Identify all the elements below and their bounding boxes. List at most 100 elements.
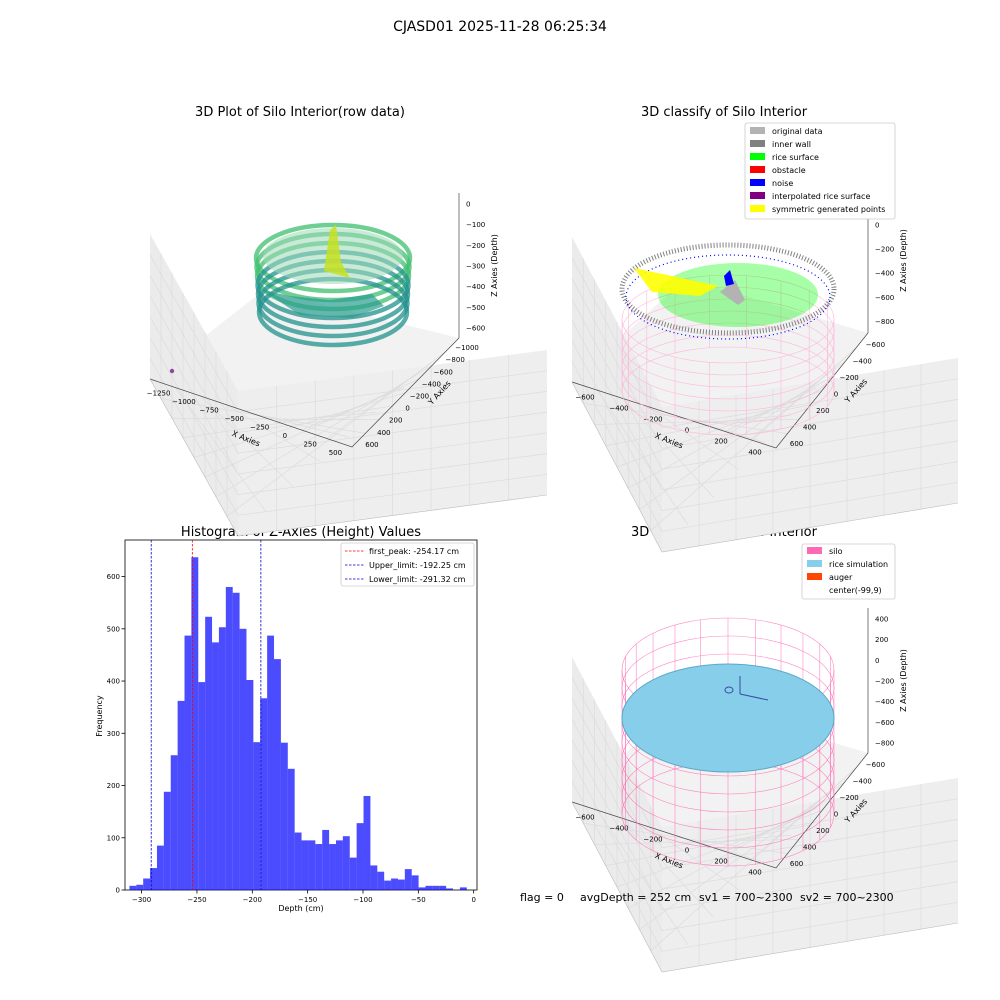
x-tick-label: 0 (685, 427, 689, 435)
grid-line (171, 417, 379, 421)
hist-bar (397, 879, 405, 890)
axis-line (571, 752, 869, 869)
hist-bar (246, 680, 254, 890)
hist-bar (177, 700, 185, 890)
rice-surface-ring (253, 222, 413, 294)
axis-line (149, 378, 548, 537)
grid-line (571, 361, 959, 532)
x-tick-label: 400 (748, 869, 761, 877)
grid-line (639, 781, 846, 930)
y-tick-label: −400 (422, 380, 441, 388)
legend-label: obstacle (772, 166, 806, 175)
hist-bar (198, 682, 206, 890)
hist-y-label: Frequency (95, 695, 104, 737)
rice-floor (262, 290, 384, 318)
y-tick-label: 400 (377, 429, 390, 437)
z-tick-label: −300 (466, 263, 485, 271)
legend-swatch (750, 179, 765, 186)
hist-legend: first_peak: -254.17 cm Upper_limit: -192… (340, 542, 475, 587)
panel4-3d-simulation: −600 −400 −200 0 200 400 −600 −400 −200 0 200 400 60… (571, 608, 959, 973)
hist-vlines (150, 540, 262, 890)
panel2-legend: original data inner wall rice surface obsta… (744, 122, 896, 220)
z-tick-label: −200 (466, 242, 485, 250)
panel1-title: 3D Plot of Silo Interior(row data) (195, 105, 405, 120)
z-tick-label: 200 (875, 636, 888, 644)
x-tick-label: −600 (575, 394, 594, 402)
z-tick-label: 400 (875, 615, 888, 623)
grid-line (571, 760, 959, 931)
x-tick-label: −750 (200, 406, 219, 414)
x-tick-label: 0 (685, 847, 689, 855)
hist-bar (370, 865, 378, 890)
hist-bar (150, 868, 157, 890)
legend-swatch (750, 205, 765, 212)
hist-bar (253, 742, 261, 890)
hist-y-tick-label: 100 (107, 834, 120, 842)
hist-bar (384, 880, 392, 890)
y-tick-label: 0 (834, 811, 838, 819)
grid-line (182, 405, 393, 439)
hist-bar (391, 878, 398, 890)
rice-simulation-surface (622, 664, 834, 772)
grid-line (149, 337, 548, 495)
x-tick-label: −1000 (172, 398, 196, 406)
x-tick-label: −250 (250, 423, 269, 431)
grid-line (605, 824, 811, 867)
hist-x-tick-label: −50 (411, 896, 426, 904)
legend-label: rice simulation (829, 560, 888, 569)
legend-swatch (807, 573, 822, 580)
hist-bar (232, 592, 240, 890)
grid-line (226, 351, 446, 517)
grid-line (571, 677, 959, 849)
legend-swatch (750, 140, 765, 147)
hist-y-tick-label: 0 (116, 887, 120, 895)
grid-line (571, 278, 959, 449)
hist-x-tick-label: 0 (471, 896, 475, 904)
x-tick-label: 400 (748, 449, 761, 457)
hist-x-tick-label: −200 (243, 896, 262, 904)
grid-line (650, 767, 857, 952)
z-tick-label: −500 (466, 304, 485, 312)
hist-bar (280, 742, 288, 890)
hist-x-tick-label: −300 (132, 896, 151, 904)
hist-bar (308, 840, 316, 890)
y-tick-label: 400 (803, 423, 816, 431)
grid-line (571, 781, 959, 952)
legend-swatch (807, 560, 822, 567)
hist-bar (418, 887, 426, 890)
center-marker (724, 686, 734, 694)
hist-bars (129, 557, 467, 890)
z-tick-label: −600 (875, 719, 894, 727)
hist-bar (212, 642, 219, 890)
z-tick-label: −400 (875, 270, 894, 278)
hist-bar (411, 875, 419, 890)
z-tick-label: −200 (875, 678, 894, 686)
panel4-legend: silo rice simulation auger center(-99,9) (801, 543, 896, 600)
hist-bar (129, 885, 137, 890)
panel4-legend-box (801, 543, 896, 600)
y-tick-label: −200 (840, 374, 859, 382)
legend-swatch (750, 127, 765, 134)
legend-label: rice surface (772, 153, 819, 162)
legend-label: symmetric generated points (772, 205, 885, 214)
y-tick-label: −600 (866, 761, 885, 769)
grid-line (160, 398, 366, 434)
hist-bar (225, 587, 233, 890)
y-tick-label: −800 (446, 356, 465, 364)
hist-bar (329, 844, 336, 890)
z-tick-label: −400 (875, 698, 894, 706)
hist-bar (163, 791, 171, 890)
x-tick-label: −200 (643, 416, 662, 424)
hist-y-tick-label: 500 (107, 625, 120, 633)
panel2-title: 3D classify of Silo Interior (641, 105, 808, 120)
histogram-plot: −300 −250 −200 −150 −100 −50 0 0 100 200 300 400 50… (95, 539, 478, 913)
y-tick-label: −400 (853, 778, 872, 786)
grid-line (571, 718, 959, 890)
legend-label: interpolated rice surface (772, 192, 870, 201)
legend-label: inner wall (772, 140, 811, 149)
hist-bar (287, 768, 295, 890)
y-tick-label: 0 (405, 405, 409, 413)
x-tick-label: 200 (714, 438, 727, 446)
grid-line (149, 275, 548, 433)
